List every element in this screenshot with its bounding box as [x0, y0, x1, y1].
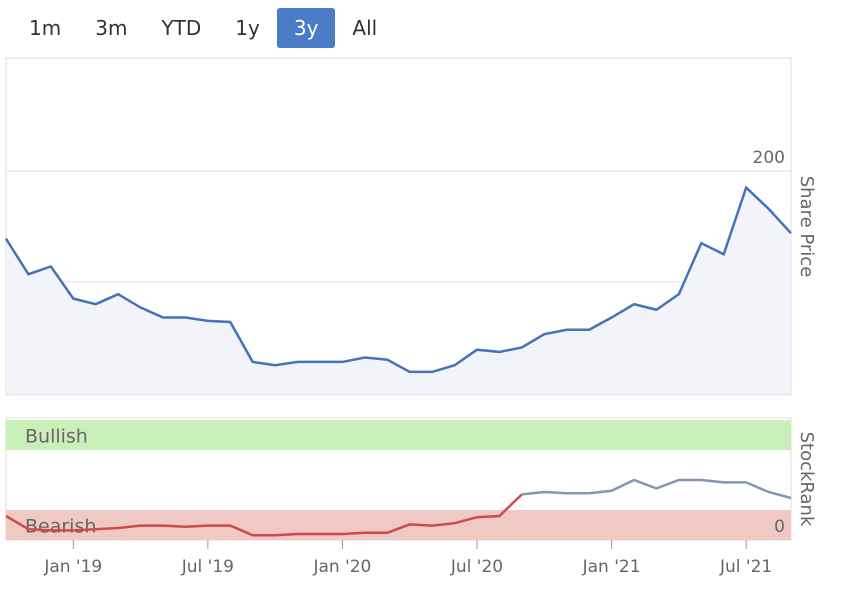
y-axis-title: StockRank — [796, 432, 817, 527]
band — [6, 420, 791, 450]
x-tick-label: Jul '20 — [450, 557, 503, 577]
range-button[interactable]: 1y — [235, 16, 260, 40]
x-tick-label: Jul '19 — [181, 557, 234, 577]
price-line — [4, 185, 792, 374]
range-button[interactable]: All — [352, 16, 378, 40]
x-tick-label: Jan '20 — [312, 557, 371, 577]
x-tick-label: Jan '21 — [582, 557, 641, 577]
x-tick-label: Jan '19 — [43, 557, 102, 577]
rank-line — [521, 478, 792, 500]
band-label: Bearish — [25, 516, 96, 538]
rank-line-low — [5, 493, 523, 537]
band — [6, 510, 791, 540]
y-axis-title: Share Price — [796, 176, 817, 278]
area — [6, 187, 791, 393]
range-button[interactable]: 3m — [95, 16, 128, 40]
range-button[interactable]: 1m — [29, 16, 62, 40]
range-button[interactable]: 3y — [276, 8, 336, 48]
y-tick-label: 200 — [753, 148, 785, 168]
x-tick-label: Jul '21 — [719, 557, 772, 577]
y-tick-label: 0 — [774, 517, 785, 537]
range-selector: 1m 3m YTD 1y 3y All — [12, 8, 394, 48]
band-label: Bullish — [25, 426, 88, 448]
range-button[interactable]: YTD — [161, 16, 202, 40]
